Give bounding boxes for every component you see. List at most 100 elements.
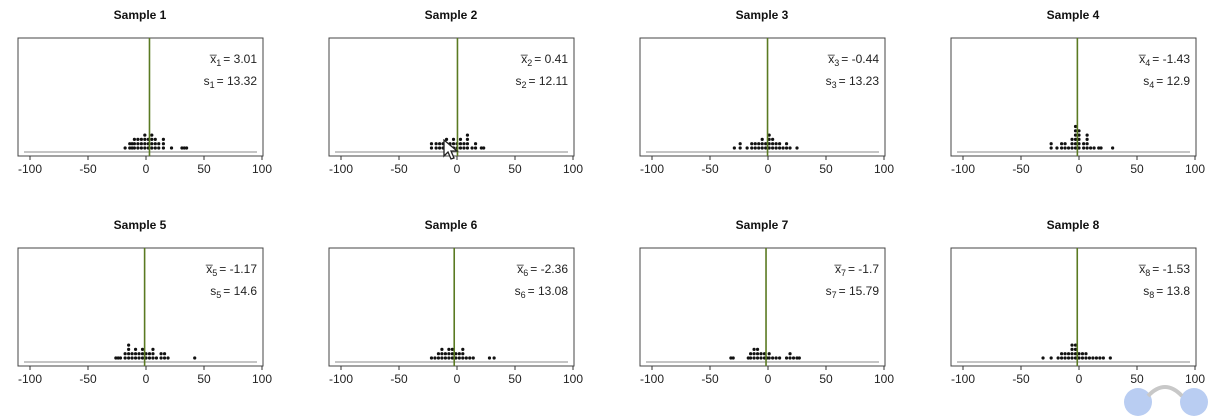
data-point <box>1066 146 1071 150</box>
data-point <box>1073 352 1078 356</box>
sd-symbol: s <box>204 74 210 88</box>
mean-stat: x̅6 = -2.36 <box>516 262 568 278</box>
data-point <box>767 142 771 146</box>
data-point <box>1049 146 1053 150</box>
data-point <box>1082 146 1086 150</box>
panel-title: Sample 6 <box>424 218 478 232</box>
data-point <box>778 146 782 150</box>
data-point <box>784 356 789 360</box>
sd-value: = 13.08 <box>528 284 569 298</box>
data-point <box>1073 347 1078 351</box>
data-point <box>1070 343 1074 347</box>
data-point <box>757 142 761 146</box>
sample-panel: Sample 7 -100 -50 0 50 100 x̅7 = -1.7 s7 = 15.79 <box>622 210 902 400</box>
x-tick-label: 0 <box>1076 162 1083 176</box>
x-tick-label: -100 <box>329 162 353 176</box>
x-tick-label: -100 <box>640 372 664 386</box>
plot-frame <box>639 247 886 367</box>
x-tick-label: 100 <box>563 162 583 176</box>
data-point <box>440 352 444 356</box>
mean-stat: x̅4 = -1.43 <box>1138 52 1190 68</box>
data-point <box>1085 137 1089 141</box>
mean-symbol: x̅ <box>209 52 217 66</box>
data-point <box>465 133 470 137</box>
data-point <box>470 146 474 150</box>
data-point <box>447 347 451 351</box>
data-point <box>161 142 165 146</box>
data-point <box>454 352 458 356</box>
data-point <box>1073 356 1078 360</box>
data-point <box>1063 352 1067 356</box>
data-point <box>1077 142 1081 146</box>
data-point <box>729 356 733 360</box>
data-point <box>1085 133 1089 137</box>
data-point <box>147 356 152 360</box>
x-tick-label: 50 <box>197 162 211 176</box>
data-point <box>791 356 796 360</box>
x-tick-label: -100 <box>18 372 42 386</box>
sd-symbol: s <box>826 284 832 298</box>
data-point <box>123 146 127 150</box>
data-point <box>745 146 749 150</box>
chat-bubbles-icon[interactable] <box>1118 380 1211 416</box>
data-point <box>447 356 451 360</box>
data-point <box>159 356 163 360</box>
mean-subscript: 8 <box>1145 268 1150 278</box>
mean-value: = -1.43 <box>1152 52 1190 66</box>
mean-subscript: 7 <box>841 268 846 278</box>
plot-frame <box>17 37 264 157</box>
x-tick-label: -100 <box>329 372 353 386</box>
data-point <box>1070 352 1074 356</box>
data-point <box>116 356 120 360</box>
data-point <box>444 137 449 141</box>
x-tick-label: 50 <box>197 372 211 386</box>
sd-stat: s4 = 12.9 <box>1143 74 1190 90</box>
data-point <box>1070 347 1074 351</box>
sd-subscript: 1 <box>210 80 215 90</box>
data-point <box>1094 356 1098 360</box>
data-point <box>473 142 478 146</box>
data-point <box>738 142 742 146</box>
sample-panel: Sample 2 -100 -50 0 50 100 x̅2 = 0.41 s2 = 12.11 <box>311 0 591 190</box>
data-point <box>150 137 154 141</box>
sd-value: = 12.9 <box>1156 74 1190 88</box>
data-point <box>1049 142 1053 146</box>
data-point <box>1073 142 1078 146</box>
data-point <box>1087 356 1092 360</box>
x-tick-label: 50 <box>508 372 522 386</box>
sd-stat: s3 = 13.23 <box>826 74 880 90</box>
data-point <box>450 347 454 351</box>
data-point <box>127 356 131 360</box>
x-tick-label: 0 <box>143 162 150 176</box>
data-point <box>738 146 742 150</box>
sd-value: = 13.8 <box>1156 284 1190 298</box>
plot-frame <box>950 37 1197 157</box>
x-tick-label: 50 <box>1130 372 1144 386</box>
mean-symbol: x̅ <box>834 262 842 276</box>
data-point <box>753 146 757 150</box>
data-point <box>750 142 754 146</box>
data-point <box>1063 142 1067 146</box>
data-point <box>143 142 147 146</box>
data-point <box>797 356 801 360</box>
mean-value: = -0.44 <box>841 52 879 66</box>
data-point <box>767 352 771 356</box>
x-tick-label: -100 <box>951 162 975 176</box>
sample-panel: Sample 5 -100 -50 0 50 100 x̅5 = -1.17 s5 = 14.6 <box>0 210 280 400</box>
data-point <box>778 142 782 146</box>
data-point <box>1063 146 1067 150</box>
x-tick-label: -100 <box>18 162 42 176</box>
sample-panel: Sample 6 -100 -50 0 50 100 x̅6 = -2.36 s6 = 13.08 <box>311 210 591 400</box>
data-point <box>1070 356 1074 360</box>
mean-symbol: x̅ <box>1138 262 1146 276</box>
data-point <box>143 133 147 137</box>
sd-subscript: 6 <box>521 290 526 300</box>
data-point <box>123 356 127 360</box>
data-point <box>788 352 792 356</box>
data-point <box>440 347 444 351</box>
data-point <box>454 356 458 360</box>
data-point <box>140 347 145 351</box>
data-point <box>795 356 799 360</box>
data-point <box>1077 137 1081 141</box>
